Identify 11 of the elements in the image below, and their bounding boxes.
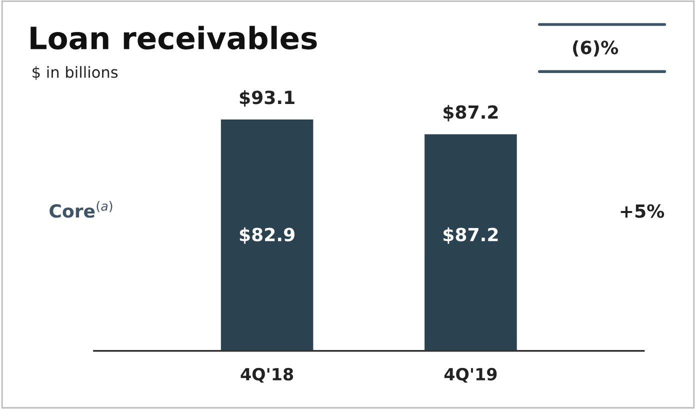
- chart-title: Loan receivables: [30, 26, 317, 50]
- x-tick-label: 4Q'19: [444, 368, 497, 383]
- x-tick-label: 4Q'18: [240, 368, 294, 383]
- data-label: $93.1: [240, 90, 294, 107]
- annotation: Core$^{(a)}$: [50, 201, 112, 218]
- chart-subtitle: $ in billions: [32, 66, 118, 80]
- text: (6)%: [573, 40, 618, 56]
- annotation: $82.9: [240, 227, 294, 244]
- data-label: $87.2: [444, 104, 498, 122]
- annotation: +5%: [620, 204, 664, 218]
- annotation: $87.2: [444, 227, 498, 244]
